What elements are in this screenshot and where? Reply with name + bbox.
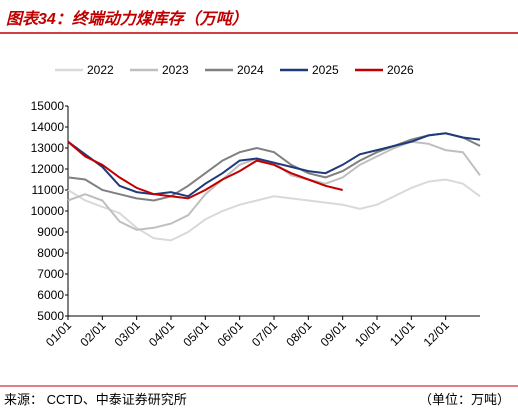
x-tick-label: 10/01: [352, 318, 383, 349]
y-tick-label: 12000: [31, 162, 65, 176]
x-tick-label: 11/01: [387, 318, 418, 349]
y-tick-label: 11000: [32, 183, 65, 197]
x-tick-label: 04/01: [146, 318, 177, 349]
legend-label: 2024: [237, 63, 264, 77]
x-tick-label: 09/01: [318, 318, 349, 349]
x-tick-label: 06/01: [215, 318, 246, 349]
x-tick-label: 05/01: [180, 318, 211, 349]
x-tick-label: 07/01: [249, 318, 280, 349]
y-tick-label: 7000: [37, 267, 64, 281]
chart-title: 图表34：终端动力煤库存（万吨）: [6, 9, 248, 28]
x-tick-label: 02/01: [77, 318, 108, 349]
legend-label: 2026: [387, 63, 414, 77]
x-tick-label: 12/01: [421, 318, 452, 349]
y-tick-label: 8000: [37, 246, 64, 260]
y-tick-label: 15000: [31, 99, 65, 113]
y-tick-label: 13000: [31, 141, 65, 155]
legend-label: 2025: [312, 63, 339, 77]
x-tick-label: 08/01: [283, 318, 314, 349]
y-tick-label: 10000: [31, 204, 65, 218]
y-tick-label: 9000: [37, 225, 64, 239]
series-line: [67, 178, 481, 242]
legend-label: 2022: [87, 63, 114, 77]
y-tick-label: 6000: [37, 288, 64, 302]
series-line: [67, 132, 481, 198]
series-line: [67, 132, 481, 202]
y-tick-label: 14000: [31, 120, 65, 134]
source: 来源： CCTD、中泰证券研究所: [4, 392, 187, 407]
x-tick-label: 03/01: [112, 318, 143, 349]
y-tick-label: 5000: [37, 309, 64, 323]
series-line: [67, 140, 343, 200]
legend-label: 2023: [162, 63, 189, 77]
unit-note: （单位：万吨）: [419, 392, 510, 407]
